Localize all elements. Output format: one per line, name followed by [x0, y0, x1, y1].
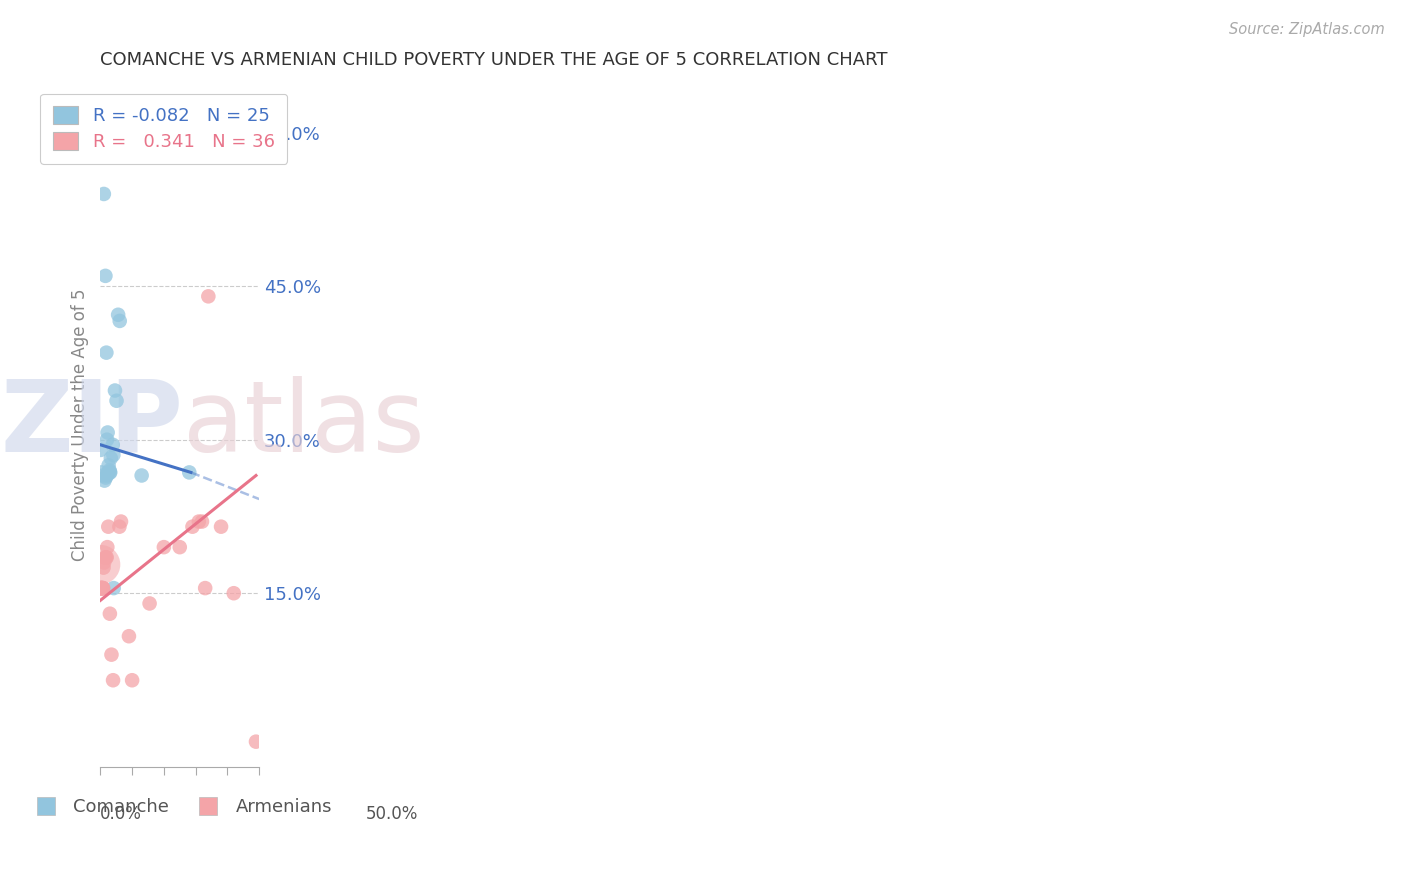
Point — [94, 470, 117, 484]
Point — [108, 519, 131, 533]
Point — [93, 560, 115, 574]
Point — [98, 463, 121, 477]
Point — [118, 629, 141, 643]
Point — [94, 550, 117, 565]
Point — [191, 515, 214, 529]
Point — [91, 581, 114, 595]
Point — [98, 466, 121, 480]
Point — [179, 466, 201, 480]
Point — [138, 597, 160, 611]
Point — [209, 519, 232, 533]
Legend: Comanche, Armenians: Comanche, Armenians — [20, 791, 339, 823]
Point — [187, 515, 209, 529]
Point — [93, 474, 115, 488]
Point — [90, 466, 112, 480]
Point — [103, 448, 125, 462]
Point — [131, 468, 153, 483]
Point — [97, 466, 120, 480]
Point — [93, 186, 115, 201]
Point — [107, 308, 129, 322]
Point — [194, 581, 217, 595]
Point — [96, 345, 118, 359]
Point — [96, 433, 118, 447]
Point — [101, 438, 124, 452]
Text: Source: ZipAtlas.com: Source: ZipAtlas.com — [1229, 22, 1385, 37]
Point — [105, 393, 128, 408]
Text: COMANCHE VS ARMENIAN CHILD POVERTY UNDER THE AGE OF 5 CORRELATION CHART: COMANCHE VS ARMENIAN CHILD POVERTY UNDER… — [100, 51, 887, 69]
Point — [91, 468, 114, 483]
Point — [90, 581, 112, 595]
Point — [97, 458, 120, 473]
Point — [93, 556, 115, 570]
Point — [98, 607, 121, 621]
Text: atlas: atlas — [183, 376, 425, 473]
Point — [245, 734, 267, 748]
Point — [197, 289, 219, 303]
Point — [97, 425, 120, 440]
Point — [96, 550, 118, 565]
Point — [91, 581, 114, 595]
Text: 0.0%: 0.0% — [100, 805, 142, 823]
Point — [90, 442, 112, 457]
Point — [169, 540, 191, 554]
Point — [94, 550, 117, 565]
Text: ZIP: ZIP — [0, 376, 183, 473]
Point — [96, 468, 118, 483]
Point — [91, 581, 114, 595]
Point — [90, 581, 112, 595]
Point — [181, 519, 204, 533]
Point — [90, 581, 112, 595]
Point — [97, 519, 120, 533]
Point — [94, 268, 117, 283]
Point — [100, 451, 122, 466]
Point — [98, 466, 121, 480]
Point — [108, 314, 131, 328]
Point — [91, 581, 114, 595]
Text: 50.0%: 50.0% — [366, 805, 418, 823]
Point — [90, 558, 112, 572]
Point — [104, 384, 127, 398]
Point — [90, 581, 112, 595]
Point — [121, 673, 143, 688]
Y-axis label: Child Poverty Under the Age of 5: Child Poverty Under the Age of 5 — [72, 288, 89, 560]
Point — [96, 540, 118, 554]
Point — [101, 673, 124, 688]
Point — [103, 581, 125, 595]
Point — [90, 581, 112, 595]
Point — [100, 648, 122, 662]
Point — [110, 515, 132, 529]
Point — [153, 540, 176, 554]
Point — [91, 581, 114, 595]
Point — [222, 586, 245, 600]
Point — [90, 581, 112, 595]
